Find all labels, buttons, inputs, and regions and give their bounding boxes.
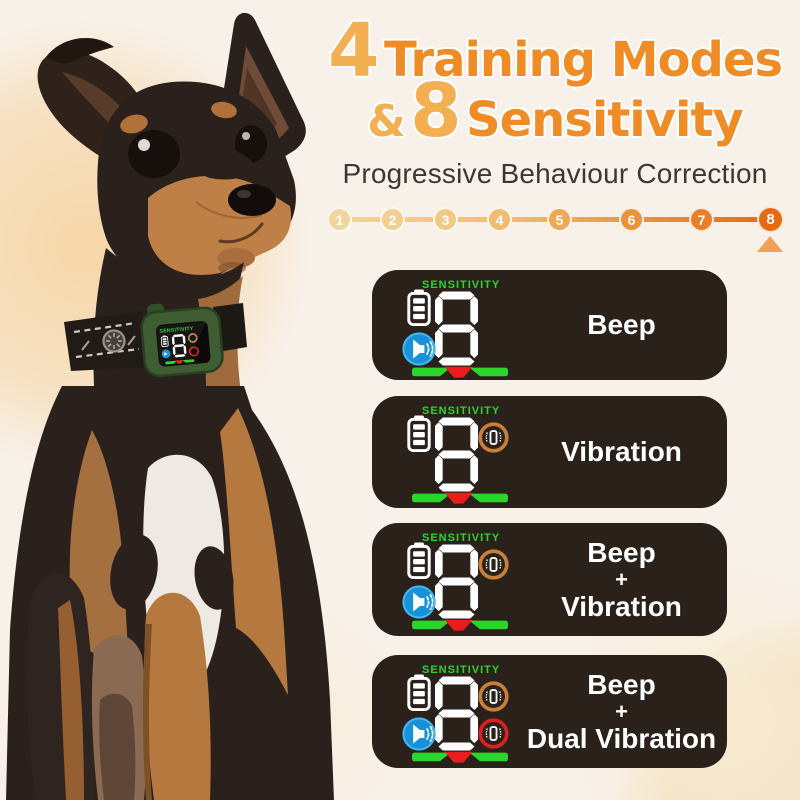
collar-strap — [64, 303, 247, 371]
sensitivity-text: Sensitivity — [466, 92, 744, 148]
mode-label: Beep + Vibration — [561, 537, 682, 622]
mode-label: Vibration — [561, 436, 682, 468]
beep-speaker-icon — [401, 716, 437, 752]
battery-icon — [407, 289, 431, 326]
scale-step-4: 4 — [487, 207, 512, 232]
sensitivity-label: SENSITIVITY — [422, 664, 501, 676]
scale-step-7: 7 — [689, 207, 714, 232]
status-bar — [410, 618, 510, 631]
mode-label: Beep — [587, 309, 656, 341]
ampersand: & — [367, 96, 406, 147]
battery-icon — [407, 542, 431, 579]
headline-line-1: 4 Training Modes — [316, 14, 794, 88]
scale-step-6: 6 — [619, 207, 644, 232]
sensitivity-label: SENSITIVITY — [422, 405, 501, 417]
vibration-icon — [477, 421, 510, 454]
sensitivity-label: SENSITIVITY — [422, 279, 501, 291]
vibration-icon — [477, 680, 510, 713]
battery-icon — [407, 674, 431, 711]
modes-count: 4 — [327, 8, 380, 94]
sensitivity-label: SENSITIVITY — [422, 532, 501, 544]
scale-pointer-icon — [757, 236, 783, 252]
battery-icon — [407, 415, 431, 452]
scale-step-3: 3 — [433, 207, 458, 232]
status-bar — [410, 491, 510, 504]
mode-panel-beep-dual-vibration: SENSITIVITY Beep + Dual Vibration — [372, 655, 727, 768]
sensitivity-scale: 1 2 3 4 5 6 7 8 — [0, 0, 800, 260]
beep-speaker-icon — [401, 584, 437, 620]
status-bar — [410, 365, 510, 378]
scale-step-2: 2 — [380, 207, 405, 232]
subtitle: Progressive Behaviour Correction — [342, 158, 768, 189]
mode-label: Beep + Dual Vibration — [526, 669, 717, 754]
dog-photo: SENSITIVITY — [6, 12, 334, 800]
status-bar — [410, 750, 510, 763]
modes-text: Training Modes — [383, 32, 783, 88]
scale-step-1: 1 — [327, 207, 352, 232]
scale-step-5: 5 — [547, 207, 572, 232]
mode-panel-vibration: SENSITIVITY Vibration — [372, 396, 727, 508]
scale-step-8: 8 — [757, 206, 784, 233]
vibration-strong-icon — [477, 717, 510, 750]
beep-speaker-icon — [401, 331, 437, 367]
collar-device: SENSITIVITY — [140, 303, 224, 378]
sensitivity-count: 8 — [410, 68, 462, 154]
vibration-icon — [477, 548, 510, 581]
mode-panel-beep-vibration: SENSITIVITY Beep + Vibration — [372, 523, 727, 636]
sensitivity-digit — [435, 291, 478, 366]
sensitivity-digit — [435, 417, 478, 492]
sensitivity-digit — [435, 544, 478, 619]
collar-sensitivity-label: SENSITIVITY — [159, 326, 194, 335]
sensitivity-digit — [435, 676, 478, 751]
headline-line-2: & 8 Sensitivity — [316, 74, 794, 148]
mode-panel-beep: SENSITIVITY Beep — [372, 270, 727, 380]
